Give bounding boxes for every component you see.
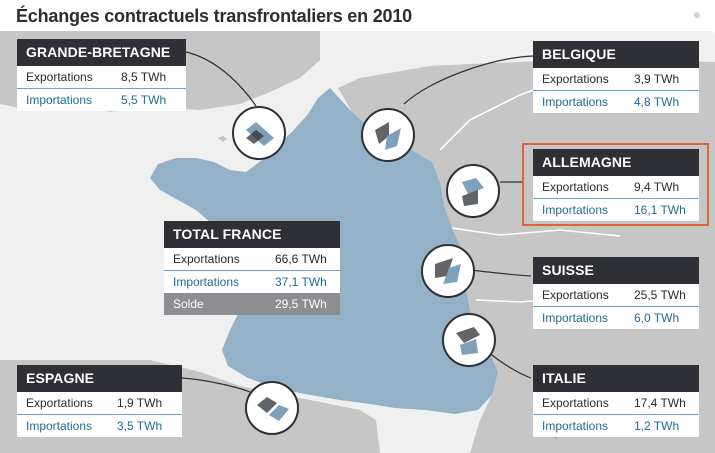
map-channel-islands [218, 136, 227, 142]
exchange-arrows-icon [361, 108, 415, 162]
imports-value: 1,2 TWh [634, 419, 680, 433]
country-name: BELGIQUE [533, 41, 699, 68]
connector-italie [487, 351, 532, 379]
imports-row: Importations 4,8 TWh [533, 90, 699, 113]
imports-row: Importations 37,1 TWh [164, 270, 340, 293]
exports-value: 9,4 TWh [634, 180, 680, 194]
imports-row: Importations 16,1 TWh [533, 198, 699, 221]
exports-row: Exportations 17,4 TWh [533, 392, 699, 414]
imports-value: 5,5 TWh [121, 93, 167, 107]
country-name: ALLEMAGNE [533, 149, 699, 176]
exports-label: Exportations [542, 288, 609, 302]
imports-row: Importations 1,2 TWh [533, 414, 699, 437]
imports-label: Importations [542, 311, 609, 325]
exports-label: Exportations [542, 180, 609, 194]
exchange-arrows-icon [232, 106, 286, 160]
exchange-arrows-icon [442, 313, 496, 367]
exports-label: Exportations [26, 396, 93, 410]
exports-row: Exportations 66,6 TWh [164, 248, 340, 270]
solde-value: 29,5 TWh [275, 297, 327, 311]
connector-belgique [403, 55, 534, 105]
exports-label: Exportations [542, 396, 609, 410]
corner-dot [694, 12, 700, 18]
exchange-arrows-icon [245, 381, 299, 435]
exports-value: 8,5 TWh [121, 70, 167, 84]
exports-row: Exportations 8,5 TWh [17, 66, 186, 88]
imports-label: Importations [542, 419, 609, 433]
page-title: Échanges contractuels transfrontaliers e… [16, 6, 412, 26]
exports-value: 3,9 TWh [634, 72, 680, 86]
connector-grande-bretagne [185, 51, 257, 107]
exports-label: Exportations [173, 252, 240, 266]
imports-label: Importations [26, 419, 93, 433]
imports-label: Importations [26, 93, 93, 107]
box-espagne: ESPAGNE Exportations 1,9 TWh Importation… [17, 365, 182, 437]
exports-value: 25,5 TWh [634, 288, 686, 302]
imports-value: 3,5 TWh [117, 419, 163, 433]
exports-label: Exportations [26, 70, 93, 84]
exports-row: Exportations 9,4 TWh [533, 176, 699, 198]
connector-suisse [469, 269, 532, 277]
box-belgique: BELGIQUE Exportations 3,9 TWh Importatio… [533, 41, 699, 113]
exports-value: 66,6 TWh [275, 252, 327, 266]
exports-value: 17,4 TWh [634, 396, 686, 410]
imports-value: 4,8 TWh [634, 95, 680, 109]
solde-label: Solde [173, 297, 204, 311]
box-suisse: SUISSE Exportations 25,5 TWh Importation… [533, 257, 699, 329]
exchange-arrows-icon [421, 244, 475, 298]
imports-label: Importations [173, 275, 240, 289]
imports-value: 6,0 TWh [634, 311, 680, 325]
box-allemagne: ALLEMAGNE Exportations 9,4 TWh Importati… [533, 149, 699, 221]
box-total-france: TOTAL FRANCE Exportations 66,6 TWh Impor… [164, 221, 340, 315]
highlight-frame [522, 143, 709, 226]
box-italie: ITALIE Exportations 17,4 TWh Importation… [533, 365, 699, 437]
exports-row: Exportations 1,9 TWh [17, 392, 182, 414]
imports-row: Importations 6,0 TWh [533, 306, 699, 329]
country-name: ITALIE [533, 365, 699, 392]
exports-row: Exportations 25,5 TWh [533, 284, 699, 306]
country-name: GRANDE-BRETAGNE [17, 39, 186, 66]
exports-row: Exportations 3,9 TWh [533, 68, 699, 90]
exports-value: 1,9 TWh [117, 396, 163, 410]
imports-value: 37,1 TWh [275, 275, 327, 289]
country-name: ESPAGNE [17, 365, 182, 392]
imports-row: Importations 3,5 TWh [17, 414, 182, 437]
connector-espagne [181, 377, 251, 393]
imports-row: Importations 5,5 TWh [17, 88, 186, 111]
total-title: TOTAL FRANCE [164, 221, 340, 248]
country-name: SUISSE [533, 257, 699, 284]
imports-label: Importations [542, 203, 609, 217]
box-grande-bretagne: GRANDE-BRETAGNE Exportations 8,5 TWh Imp… [17, 39, 186, 111]
imports-label: Importations [542, 95, 609, 109]
imports-value: 16,1 TWh [634, 203, 686, 217]
exchange-arrows-icon [446, 164, 500, 218]
exports-label: Exportations [542, 72, 609, 86]
solde-row: Solde 29,5 TWh [164, 293, 340, 315]
